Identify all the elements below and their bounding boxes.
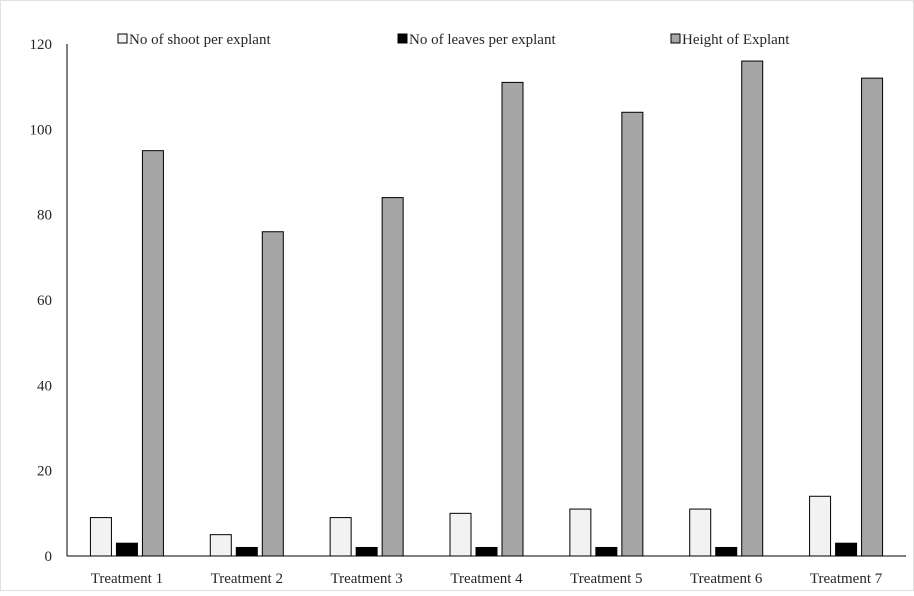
y-tick-label: 60 [37, 293, 52, 309]
legend-swatch [670, 33, 681, 44]
bar-1 [569, 508, 592, 557]
bar-1 [449, 512, 472, 557]
bar-3 [741, 60, 764, 557]
bar-1 [89, 517, 112, 557]
legend-swatch [117, 33, 128, 44]
axes: 0 20 40 60 80 100 120 Treatment 1 Treatment 2 Tre… [30, 37, 906, 587]
x-tick-label: Treatment 2 [211, 571, 283, 587]
legend-swatch [397, 33, 408, 44]
x-tick-label: Treatment 7 [810, 571, 883, 587]
bar-3 [861, 77, 884, 557]
x-tick-label: Treatment 1 [91, 571, 163, 587]
y-tick-label: 0 [45, 549, 53, 565]
y-tick-label: 80 [37, 208, 52, 224]
x-tick-label: Treatment 4 [450, 571, 523, 587]
x-tick-label: Treatment 3 [330, 571, 402, 587]
bar-2 [595, 546, 618, 557]
legend-label: Height of Explant [682, 32, 790, 48]
bar-1 [329, 517, 352, 557]
bar-3 [141, 150, 164, 557]
y-tick-label: 100 [30, 122, 53, 138]
bar-2 [715, 546, 738, 557]
bar-2 [235, 546, 258, 557]
y-tick-label: 120 [30, 37, 53, 53]
bar-3 [501, 81, 524, 557]
bar-1 [209, 534, 232, 557]
bar-2 [115, 542, 138, 557]
x-tick-label: Treatment 6 [690, 571, 763, 587]
legend: No of shoot per explant No of leaves per … [117, 32, 790, 48]
bar-1 [809, 495, 832, 557]
y-tick-label: 20 [37, 464, 52, 480]
legend-label: No of leaves per explant [409, 32, 556, 48]
bar-2 [835, 542, 858, 557]
bar-2 [355, 546, 378, 557]
bar-1 [689, 508, 712, 557]
x-tick-label: Treatment 5 [570, 571, 642, 587]
bar-3 [261, 231, 284, 557]
bar-3 [621, 111, 644, 557]
bars [89, 60, 884, 557]
bar-3 [381, 197, 404, 557]
y-tick-label: 40 [37, 378, 52, 394]
bar-2 [475, 546, 498, 557]
legend-label: No of shoot per explant [129, 32, 271, 48]
